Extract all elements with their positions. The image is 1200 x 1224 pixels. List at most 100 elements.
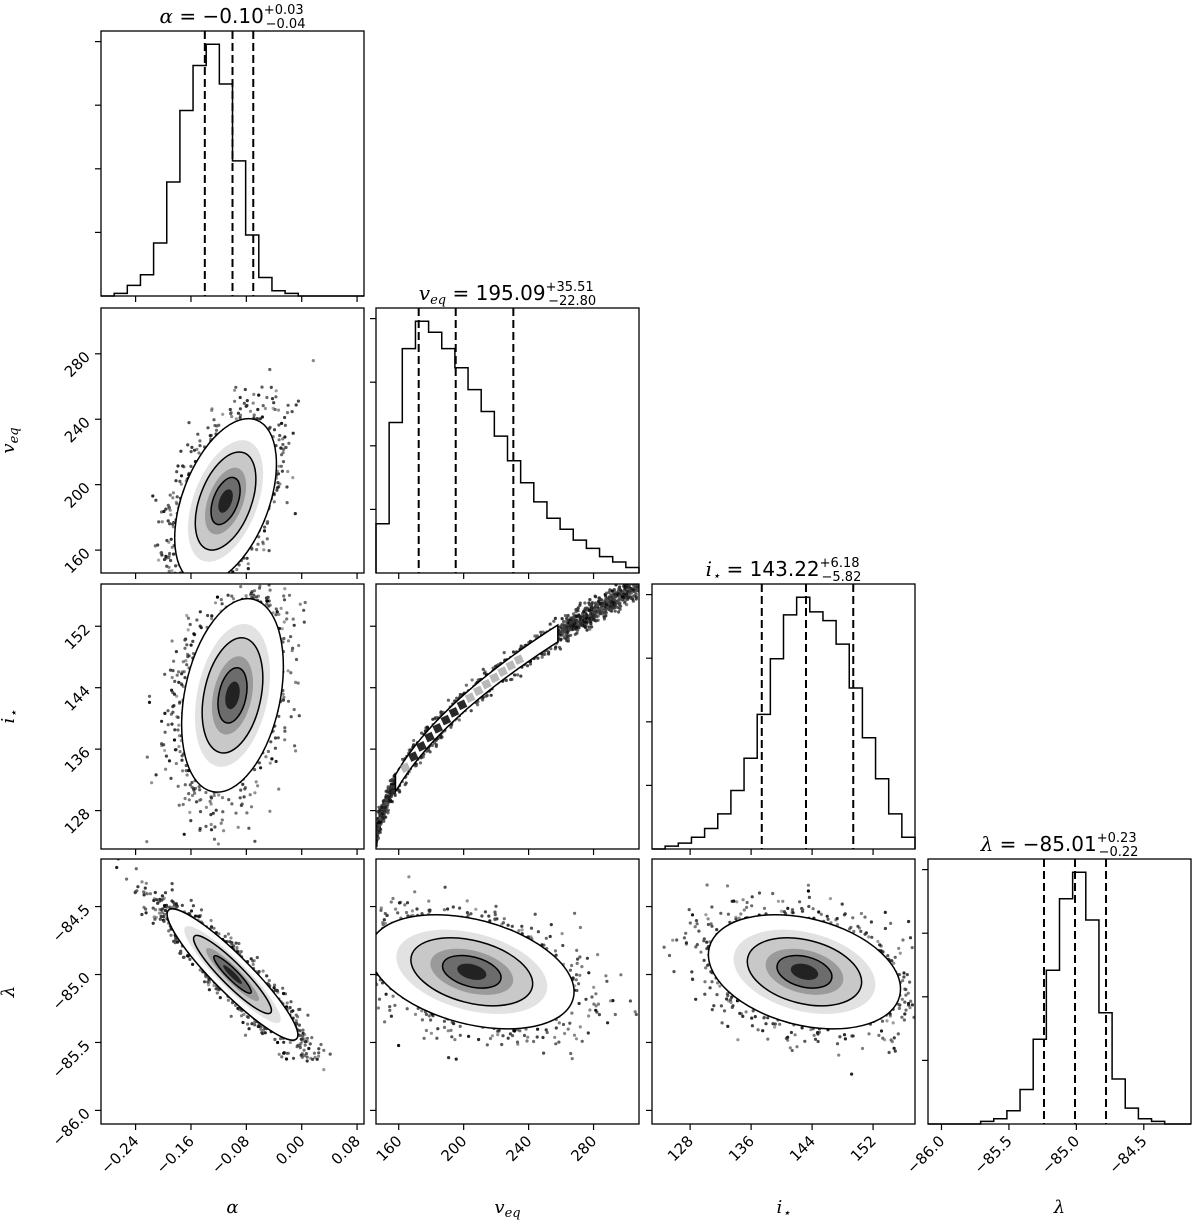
sample-point xyxy=(311,1057,315,1061)
sample-point xyxy=(178,750,182,754)
sample-point xyxy=(182,670,186,674)
sample-point xyxy=(502,651,506,655)
sample-point xyxy=(189,643,193,647)
sample-point xyxy=(171,491,175,495)
sample-point xyxy=(266,749,270,754)
sample-point xyxy=(548,622,552,626)
sample-point xyxy=(184,592,187,595)
sample-point xyxy=(289,715,293,719)
sample-point xyxy=(238,413,243,417)
sample-point xyxy=(183,638,187,642)
sample-point xyxy=(189,819,193,823)
sample-point xyxy=(151,906,155,910)
sample-point xyxy=(233,580,236,583)
sample-point xyxy=(588,608,592,612)
sample-point xyxy=(197,451,201,455)
sample-point xyxy=(243,786,247,790)
sample-point xyxy=(261,1032,265,1036)
sample-point xyxy=(235,946,239,950)
sample-point xyxy=(294,680,298,685)
sample-point xyxy=(277,714,281,719)
sample-point xyxy=(134,867,138,871)
sample-point xyxy=(282,1040,286,1044)
sample-point xyxy=(553,616,558,621)
sample-point xyxy=(160,910,164,915)
sample-point xyxy=(164,754,168,758)
sample-point xyxy=(192,448,197,452)
sample-point xyxy=(245,403,249,408)
sample-point xyxy=(584,606,588,610)
histogram-lambda xyxy=(922,858,1192,1130)
sample-point xyxy=(243,387,247,392)
sample-point xyxy=(303,1043,307,1047)
panel-frame xyxy=(375,307,640,574)
sample-point xyxy=(245,399,249,403)
sample-point xyxy=(172,939,176,943)
sample-point xyxy=(576,620,580,624)
sample-point xyxy=(167,554,171,558)
sample-point xyxy=(313,1055,317,1059)
sample-point xyxy=(188,810,192,815)
sample-point xyxy=(188,957,192,962)
sample-point xyxy=(212,983,216,988)
sample-point xyxy=(204,577,207,580)
sample-point xyxy=(168,668,173,672)
sample-point xyxy=(206,983,211,987)
sample-point xyxy=(293,744,297,748)
sample-point xyxy=(209,600,212,603)
sample-point xyxy=(159,510,164,514)
sample-point xyxy=(195,596,198,599)
sample-point xyxy=(174,903,179,907)
sample-point xyxy=(412,738,416,743)
sample-point xyxy=(229,1014,233,1018)
sample-point xyxy=(174,938,178,942)
sample-point xyxy=(217,575,220,578)
sample-point xyxy=(189,898,193,903)
sample-point xyxy=(237,941,241,946)
sample-point xyxy=(271,406,275,410)
sample-point xyxy=(147,700,152,705)
sample-point xyxy=(630,578,633,581)
sample-point xyxy=(413,1012,418,1017)
sample-point xyxy=(273,746,277,750)
sample-point xyxy=(256,784,260,788)
sample-point xyxy=(233,388,237,392)
sample-point xyxy=(230,802,234,806)
sample-point xyxy=(285,611,289,615)
sample-point xyxy=(302,620,306,624)
sample-point xyxy=(176,464,180,468)
sample-point xyxy=(573,621,577,626)
sample-point xyxy=(219,821,223,825)
sample-point xyxy=(374,851,377,854)
sample-point xyxy=(175,940,180,944)
sample-point xyxy=(163,891,168,895)
sample-point xyxy=(585,614,589,618)
sample-point xyxy=(280,421,284,425)
sample-point xyxy=(187,798,191,802)
sample-point xyxy=(214,808,218,812)
sample-point xyxy=(433,741,437,745)
sample-point xyxy=(513,673,517,677)
sample-point xyxy=(376,836,380,840)
sample-point xyxy=(245,1015,249,1019)
sample-point xyxy=(554,645,558,649)
sample-point xyxy=(623,600,627,604)
sample-point xyxy=(160,894,164,898)
sample-point xyxy=(181,574,184,577)
sample-point xyxy=(282,1051,286,1055)
sample-point xyxy=(384,795,388,799)
sample-point xyxy=(246,1022,250,1026)
sample-point xyxy=(190,780,194,785)
sample-point xyxy=(178,700,182,704)
sample-point xyxy=(219,598,223,602)
sample-point xyxy=(209,926,213,930)
histogram-alpha xyxy=(95,30,365,302)
sample-point xyxy=(221,810,225,814)
sample-point xyxy=(256,555,259,558)
sample-point xyxy=(281,451,285,455)
sample-point xyxy=(165,577,168,580)
sample-point xyxy=(190,445,194,449)
sample-point xyxy=(571,612,576,616)
sample-point xyxy=(220,796,225,800)
sample-point xyxy=(564,633,569,637)
